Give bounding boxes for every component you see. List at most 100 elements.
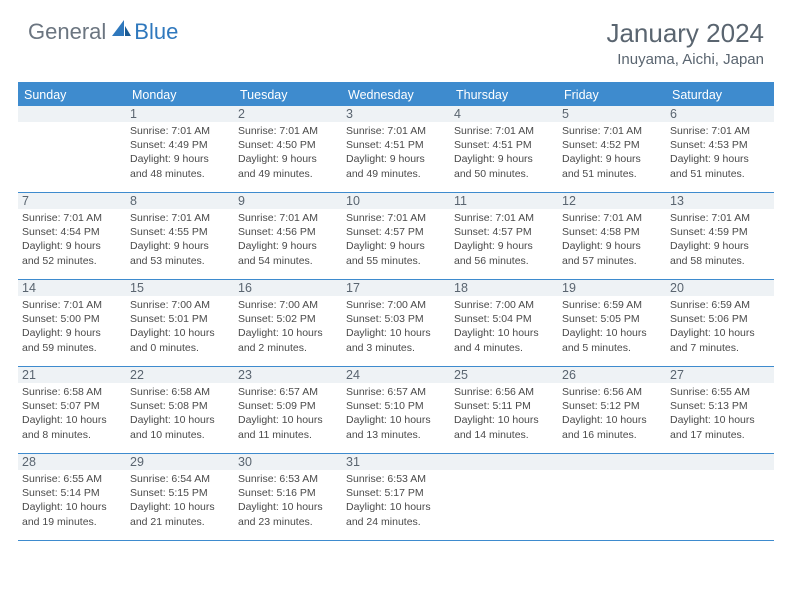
logo: General Blue: [28, 18, 178, 45]
day-number: 15: [126, 280, 234, 296]
day-info-line: Sunrise: 6:55 AM: [670, 385, 770, 399]
day-info-line: Sunrise: 7:00 AM: [130, 298, 230, 312]
day-info-line: and 5 minutes.: [562, 341, 662, 355]
day-info-line: and 49 minutes.: [346, 167, 446, 181]
day-number: 14: [18, 280, 126, 296]
day-number: 23: [234, 367, 342, 383]
day-info-line: Sunset: 5:10 PM: [346, 399, 446, 413]
day-info-line: Sunrise: 7:01 AM: [22, 211, 122, 225]
day-info-line: Sunset: 5:09 PM: [238, 399, 338, 413]
day-number: 11: [450, 193, 558, 209]
day-number-empty: [18, 106, 126, 122]
day-cell: 9Sunrise: 7:01 AMSunset: 4:56 PMDaylight…: [234, 193, 342, 279]
day-info-line: and 2 minutes.: [238, 341, 338, 355]
day-info-line: Daylight: 9 hours: [454, 152, 554, 166]
day-info-line: Sunset: 5:14 PM: [22, 486, 122, 500]
day-cell: [450, 454, 558, 540]
day-info-line: Sunrise: 6:56 AM: [454, 385, 554, 399]
day-cell: 24Sunrise: 6:57 AMSunset: 5:10 PMDayligh…: [342, 367, 450, 453]
day-info-line: Sunset: 4:56 PM: [238, 225, 338, 239]
day-info-line: Sunset: 4:57 PM: [346, 225, 446, 239]
week-row: 28Sunrise: 6:55 AMSunset: 5:14 PMDayligh…: [18, 454, 774, 541]
weekday-header-row: SundayMondayTuesdayWednesdayThursdayFrid…: [18, 84, 774, 106]
day-info-line: Daylight: 10 hours: [130, 326, 230, 340]
day-info-line: Sunrise: 6:58 AM: [22, 385, 122, 399]
day-info-line: Sunrise: 7:01 AM: [130, 124, 230, 138]
day-info-line: Daylight: 10 hours: [670, 413, 770, 427]
day-info-line: Sunset: 5:16 PM: [238, 486, 338, 500]
day-info-line: and 48 minutes.: [130, 167, 230, 181]
day-info-line: Sunset: 5:03 PM: [346, 312, 446, 326]
day-info-line: and 53 minutes.: [130, 254, 230, 268]
day-cell: 2Sunrise: 7:01 AMSunset: 4:50 PMDaylight…: [234, 106, 342, 192]
day-info-line: and 23 minutes.: [238, 515, 338, 529]
day-number: 9: [234, 193, 342, 209]
day-info-line: Daylight: 10 hours: [562, 326, 662, 340]
day-cell: 1Sunrise: 7:01 AMSunset: 4:49 PMDaylight…: [126, 106, 234, 192]
day-info-line: Daylight: 9 hours: [130, 152, 230, 166]
day-info-line: Daylight: 9 hours: [670, 152, 770, 166]
day-info-line: and 11 minutes.: [238, 428, 338, 442]
day-cell: 29Sunrise: 6:54 AMSunset: 5:15 PMDayligh…: [126, 454, 234, 540]
day-info-line: and 16 minutes.: [562, 428, 662, 442]
day-cell: 7Sunrise: 7:01 AMSunset: 4:54 PMDaylight…: [18, 193, 126, 279]
day-info-line: Sunset: 4:49 PM: [130, 138, 230, 152]
day-cell: 8Sunrise: 7:01 AMSunset: 4:55 PMDaylight…: [126, 193, 234, 279]
day-info-line: and 8 minutes.: [22, 428, 122, 442]
day-info-line: Sunset: 4:51 PM: [346, 138, 446, 152]
day-cell: 31Sunrise: 6:53 AMSunset: 5:17 PMDayligh…: [342, 454, 450, 540]
weeks-container: 1Sunrise: 7:01 AMSunset: 4:49 PMDaylight…: [18, 106, 774, 541]
day-info-line: Sunrise: 6:56 AM: [562, 385, 662, 399]
day-info-line: Sunset: 4:51 PM: [454, 138, 554, 152]
day-info-line: and 50 minutes.: [454, 167, 554, 181]
day-info-line: and 58 minutes.: [670, 254, 770, 268]
day-info-line: Daylight: 9 hours: [346, 239, 446, 253]
day-cell: [666, 454, 774, 540]
title-block: January 2024 Inuyama, Aichi, Japan: [606, 18, 764, 68]
day-info-line: Sunset: 4:59 PM: [670, 225, 770, 239]
day-number-empty: [450, 454, 558, 470]
day-info-line: Daylight: 10 hours: [238, 500, 338, 514]
day-info-line: Daylight: 9 hours: [22, 326, 122, 340]
day-info-line: Daylight: 10 hours: [22, 500, 122, 514]
logo-text-general: General: [28, 19, 106, 45]
day-cell: 23Sunrise: 6:57 AMSunset: 5:09 PMDayligh…: [234, 367, 342, 453]
day-info-line: Sunrise: 7:00 AM: [238, 298, 338, 312]
day-info-line: Daylight: 9 hours: [454, 239, 554, 253]
day-number-empty: [558, 454, 666, 470]
week-row: 21Sunrise: 6:58 AMSunset: 5:07 PMDayligh…: [18, 367, 774, 454]
weekday-header: Tuesday: [234, 84, 342, 106]
day-info-line: Sunset: 5:06 PM: [670, 312, 770, 326]
day-cell: 14Sunrise: 7:01 AMSunset: 5:00 PMDayligh…: [18, 280, 126, 366]
day-info-line: Sunset: 5:05 PM: [562, 312, 662, 326]
day-info-line: Daylight: 10 hours: [346, 413, 446, 427]
day-number: 22: [126, 367, 234, 383]
day-number: 26: [558, 367, 666, 383]
day-info-line: Sunset: 4:52 PM: [562, 138, 662, 152]
day-info-line: and 21 minutes.: [130, 515, 230, 529]
day-info-line: Sunrise: 6:53 AM: [238, 472, 338, 486]
day-cell: 6Sunrise: 7:01 AMSunset: 4:53 PMDaylight…: [666, 106, 774, 192]
header: General Blue January 2024 Inuyama, Aichi…: [0, 0, 792, 74]
day-info-line: Sunset: 4:57 PM: [454, 225, 554, 239]
day-info-line: Daylight: 10 hours: [130, 500, 230, 514]
day-info-line: Sunrise: 6:58 AM: [130, 385, 230, 399]
day-number: 20: [666, 280, 774, 296]
week-row: 14Sunrise: 7:01 AMSunset: 5:00 PMDayligh…: [18, 280, 774, 367]
day-cell: [18, 106, 126, 192]
day-number: 5: [558, 106, 666, 122]
day-info-line: and 17 minutes.: [670, 428, 770, 442]
day-cell: 19Sunrise: 6:59 AMSunset: 5:05 PMDayligh…: [558, 280, 666, 366]
day-info-line: Sunrise: 7:01 AM: [130, 211, 230, 225]
day-info-line: Daylight: 9 hours: [22, 239, 122, 253]
day-info-line: Daylight: 10 hours: [454, 413, 554, 427]
day-info-line: Sunrise: 7:01 AM: [346, 124, 446, 138]
day-info-line: Daylight: 9 hours: [130, 239, 230, 253]
day-number: 13: [666, 193, 774, 209]
day-cell: 12Sunrise: 7:01 AMSunset: 4:58 PMDayligh…: [558, 193, 666, 279]
day-number: 2: [234, 106, 342, 122]
weekday-header: Wednesday: [342, 84, 450, 106]
day-number: 29: [126, 454, 234, 470]
day-info-line: and 56 minutes.: [454, 254, 554, 268]
day-info-line: Daylight: 9 hours: [670, 239, 770, 253]
